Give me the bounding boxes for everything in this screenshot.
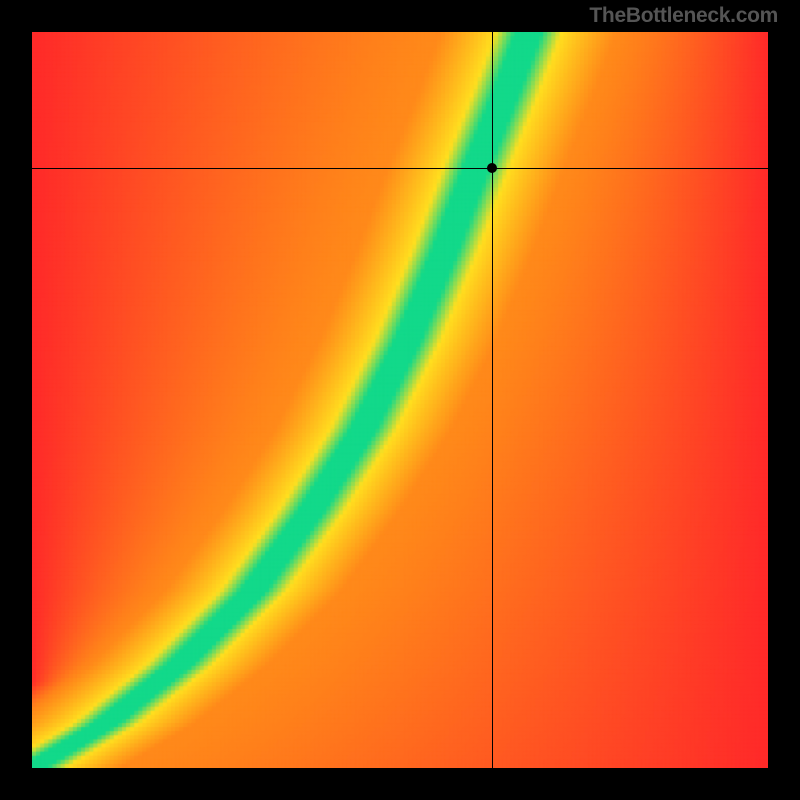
crosshair-horizontal <box>32 168 768 169</box>
crosshair-vertical <box>492 32 493 768</box>
crosshair-marker <box>487 163 497 173</box>
heatmap-plot <box>32 32 768 768</box>
heatmap-canvas <box>32 32 768 768</box>
watermark-text: TheBottleneck.com <box>589 4 778 28</box>
